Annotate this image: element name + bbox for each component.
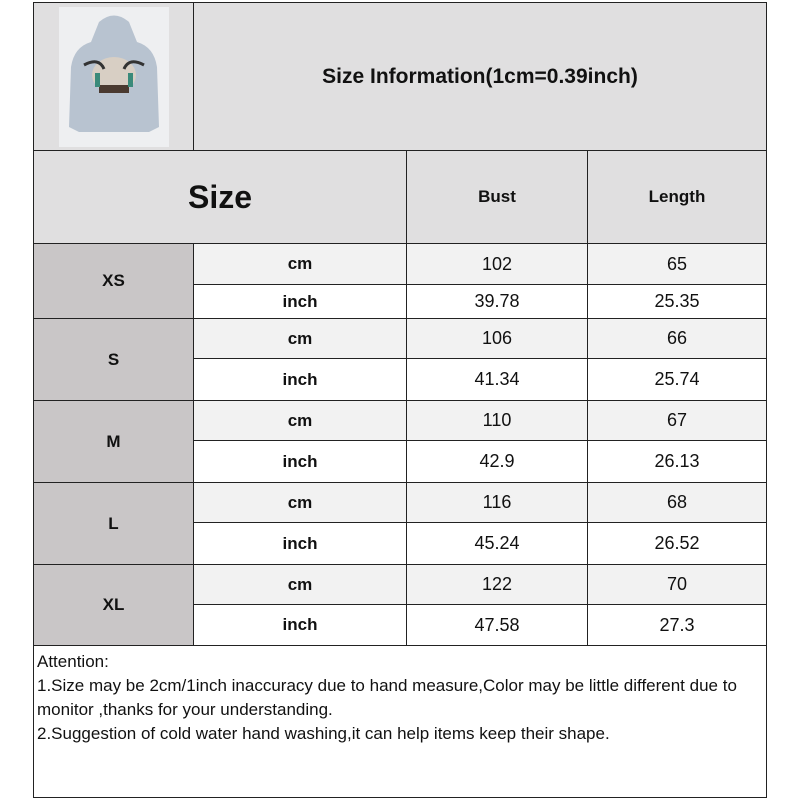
length-value: 25.74 (587, 358, 767, 401)
unit-label: cm (193, 400, 407, 441)
length-value: 26.13 (587, 440, 767, 483)
unit-label: inch (193, 522, 407, 565)
bust-value: 122 (406, 564, 588, 605)
bust-value: 116 (406, 482, 588, 523)
bust-value: 106 (406, 318, 588, 359)
bust-value: 47.58 (406, 604, 588, 646)
unit-label: inch (193, 358, 407, 401)
unit-label: inch (193, 604, 407, 646)
attention-line-2: 2.Suggestion of cold water hand washing,… (37, 724, 610, 743)
page-title: Size Information(1cm=0.39inch) (193, 2, 767, 151)
bust-header: Bust (406, 150, 588, 244)
length-value: 65 (587, 243, 767, 285)
length-value: 26.52 (587, 522, 767, 565)
length-header: Length (587, 150, 767, 244)
size-header: Size (33, 150, 407, 244)
length-value: 68 (587, 482, 767, 523)
length-value: 67 (587, 400, 767, 441)
length-value: 70 (587, 564, 767, 605)
bust-value: 110 (406, 400, 588, 441)
unit-label: inch (193, 440, 407, 483)
bust-value: 41.34 (406, 358, 588, 401)
hoodie-image (58, 6, 169, 147)
length-value: 25.35 (587, 284, 767, 319)
unit-label: cm (193, 482, 407, 523)
size-label: M (33, 400, 194, 483)
size-label: S (33, 318, 194, 401)
unit-label: inch (193, 284, 407, 319)
size-label: XS (33, 243, 194, 319)
unit-label: cm (193, 318, 407, 359)
length-value: 27.3 (587, 604, 767, 646)
bust-value: 102 (406, 243, 588, 285)
bust-value: 45.24 (406, 522, 588, 565)
product-image-cell (33, 2, 194, 151)
size-label: L (33, 482, 194, 565)
attention-heading: Attention: (37, 652, 109, 671)
unit-label: cm (193, 243, 407, 285)
attention-note: Attention: 1.Size may be 2cm/1inch inacc… (33, 645, 767, 798)
bust-value: 42.9 (406, 440, 588, 483)
length-value: 66 (587, 318, 767, 359)
size-label: XL (33, 564, 194, 646)
bust-value: 39.78 (406, 284, 588, 319)
unit-label: cm (193, 564, 407, 605)
attention-line-1: 1.Size may be 2cm/1inch inaccuracy due t… (37, 676, 737, 719)
